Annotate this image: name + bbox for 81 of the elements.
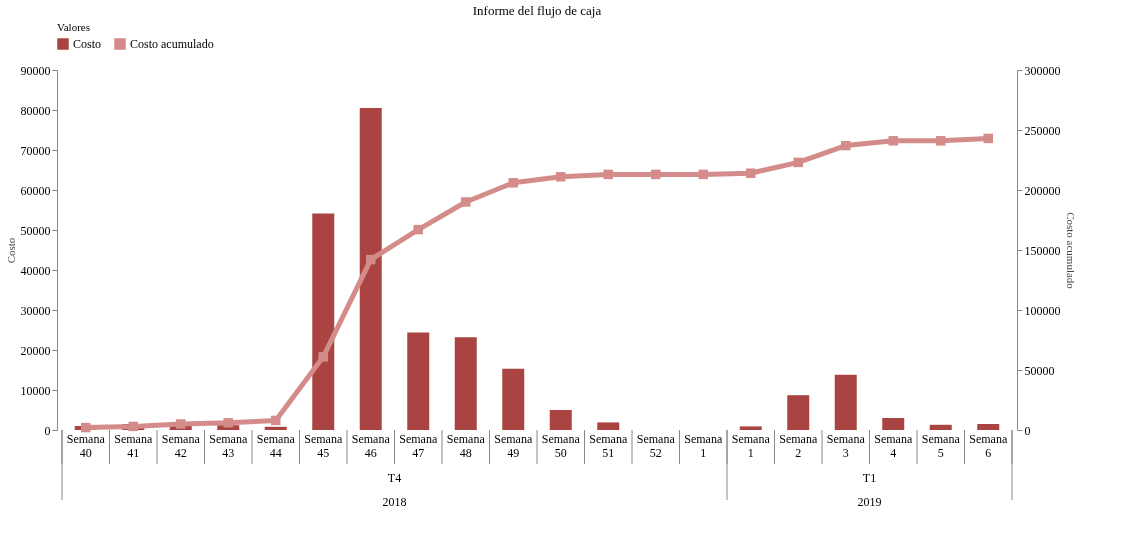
point: [508, 178, 518, 188]
y-tick-label: 0: [44, 423, 51, 438]
point: [128, 421, 138, 432]
bar: [929, 424, 952, 430]
x-tick-label: Semana 4: [874, 432, 913, 460]
y2-tick-label: 0: [1024, 423, 1031, 438]
y-tick-label: 60000: [20, 183, 51, 198]
x-tick-label: Semana 43: [209, 432, 248, 460]
legend-label: Costo acumulado: [130, 37, 214, 51]
point: [318, 352, 328, 362]
bar: [977, 424, 1000, 430]
x-tick-label: Semana 2: [779, 432, 818, 460]
y-tick-label: 90000: [20, 63, 51, 78]
bar: [549, 410, 572, 430]
point: [698, 169, 708, 180]
y-tick-label: 30000: [20, 303, 51, 318]
point: [888, 136, 898, 146]
bar: [454, 337, 477, 430]
x-tick-label: Semana 40: [66, 432, 106, 460]
bar: [359, 108, 382, 430]
point: [176, 419, 186, 429]
bar: [834, 374, 857, 430]
y-tick-label: 50000: [20, 223, 51, 238]
point: [841, 140, 851, 151]
x-tick-label: Semana 1: [684, 432, 723, 460]
x-tick-label: Semana 6: [969, 432, 1008, 460]
bar: [312, 213, 335, 430]
x-tick-label: Semana 42: [161, 432, 201, 460]
point: [746, 168, 756, 178]
x-tick-label: Semana 47: [399, 432, 438, 460]
y-tick-label: 10000: [20, 383, 51, 398]
bar: [787, 395, 810, 430]
text: T4: [387, 471, 402, 485]
chart-title: Informe del flujo de caja: [472, 3, 602, 18]
y2-tick-label: 300000: [1024, 63, 1061, 78]
y-tick-label: 20000: [20, 343, 51, 358]
text: 2018: [382, 495, 407, 509]
point: [556, 172, 566, 182]
x-tick-label: Semana 5: [921, 432, 961, 460]
x-tick-label: Semana 50: [541, 432, 581, 460]
x-tick-label: Semana 44: [256, 432, 296, 460]
text: 2019: [857, 495, 882, 509]
y2-axis-title: Costo acumulado: [1064, 212, 1077, 290]
x-tick-label: Semana 46: [351, 432, 391, 460]
y-tick-label: 80000: [20, 103, 51, 118]
bar: [264, 426, 287, 430]
text: T1: [862, 471, 877, 485]
y2-tick-label: 50000: [1024, 363, 1055, 378]
x-tick-label: Semana 41: [114, 432, 153, 460]
bar: [597, 422, 620, 430]
x-tick-label: Semana 52: [636, 432, 676, 460]
point: [81, 422, 91, 433]
x-tick-label: Semana 1: [731, 432, 771, 460]
point: [413, 224, 423, 235]
x-tick-label: Semana 49: [494, 432, 533, 460]
y2-tick-label: 200000: [1024, 183, 1061, 198]
x-tick-label: Semana 3: [826, 432, 866, 460]
y-tick-label: 70000: [20, 143, 51, 158]
x-tick-label: Semana 51: [589, 432, 628, 460]
point: [603, 169, 613, 180]
y-tick-label: 40000: [20, 263, 51, 278]
bar: [502, 368, 525, 430]
point: [793, 157, 803, 168]
point: [461, 197, 471, 207]
legend-label: Costo: [73, 37, 102, 51]
y2-tick-label: 150000: [1024, 243, 1061, 258]
y2-tick-label: 100000: [1024, 303, 1061, 318]
legend-title: Valores: [57, 21, 90, 33]
point: [983, 133, 993, 144]
bar: [739, 426, 762, 430]
point: [936, 136, 946, 146]
point: [223, 418, 233, 428]
point: [271, 415, 281, 426]
x-tick-label: Semana 45: [304, 432, 343, 460]
y-axis-title: Costo: [4, 237, 17, 264]
y2-tick-label: 250000: [1024, 123, 1061, 138]
bar: [407, 332, 430, 430]
bar: [882, 418, 905, 430]
point: [366, 254, 376, 265]
point: [651, 169, 661, 180]
x-tick-label: Semana 48: [446, 432, 486, 460]
